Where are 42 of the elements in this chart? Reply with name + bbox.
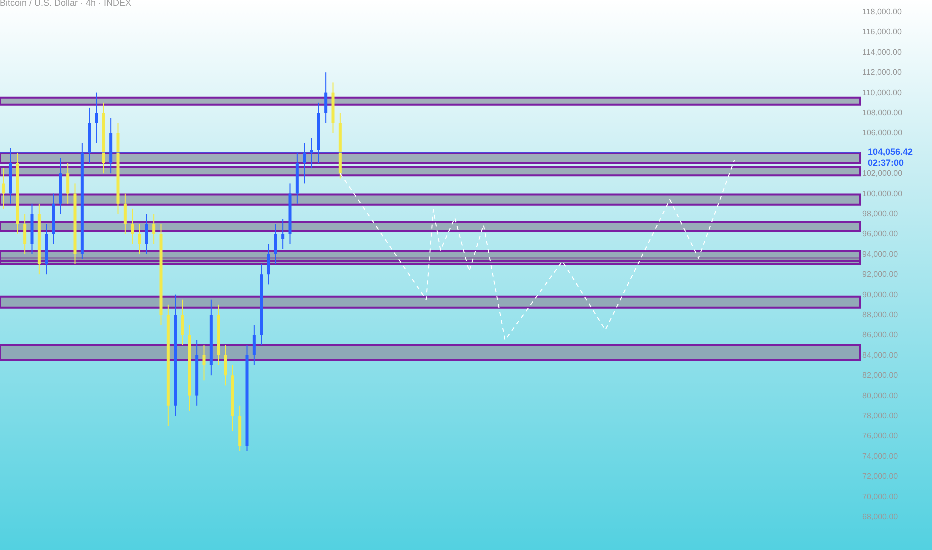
y-tick-label: 70,000.00 (862, 492, 899, 502)
y-tick-label: 92,000.00 (862, 270, 899, 280)
y-tick-label: 76,000.00 (862, 432, 899, 441)
y-tick-label: 100,000.00 (862, 189, 904, 198)
candlestick (274, 224, 278, 265)
candlestick (24, 214, 27, 255)
candlestick (303, 142, 306, 184)
candlestick (324, 72, 328, 124)
candlestick (124, 193, 127, 235)
candlestick (202, 344, 206, 382)
candlestick (310, 138, 314, 170)
y-tick-label: 98,000.00 (862, 210, 899, 218)
y-tick-label: 68,000.00 (862, 512, 899, 522)
candlestick (66, 163, 70, 204)
candlestick (224, 344, 228, 386)
y-tick-label: 118,000.00 (862, 8, 902, 16)
y-tick-label: 106,000.00 (862, 128, 904, 138)
y-tick-label: 82,000.00 (862, 371, 899, 380)
y-tick-label: 80,000.00 (862, 391, 899, 400)
candlestick (252, 324, 256, 366)
y-tick-label: 72,000.00 (862, 472, 899, 482)
y-tick-label: 110,000.00 (862, 88, 902, 98)
ref-line-label: 104,056.42 02:37:00 (868, 146, 914, 168)
y-tick-label: 88,000.00 (862, 310, 899, 320)
y-tick-label: 114,000.00 (862, 48, 902, 57)
y-tick-label: 84,000.00 (862, 350, 899, 360)
candlestick (145, 214, 148, 255)
y-tick-label: 94,000.00 (862, 250, 899, 259)
candlestick (138, 224, 142, 255)
candlestick (95, 92, 98, 144)
y-tick-label: 78,000.00 (862, 412, 899, 420)
y-tick-label: 86,000.00 (862, 330, 899, 340)
y-tick-label: 112,000.00 (862, 68, 902, 78)
line-series (340, 160, 736, 341)
y-tick-label: 90,000.00 (862, 290, 899, 300)
y-tick-label: 116,000.00 (862, 28, 902, 37)
y-tick-label: 102,000.00 (862, 169, 904, 178)
candlestick (181, 299, 184, 346)
y-tick-label: 96,000.00 (862, 230, 899, 239)
y-tick-label: 108,000.00 (862, 108, 904, 118)
candlestick (267, 244, 270, 286)
y-tick-label: 74,000.00 (862, 452, 899, 461)
